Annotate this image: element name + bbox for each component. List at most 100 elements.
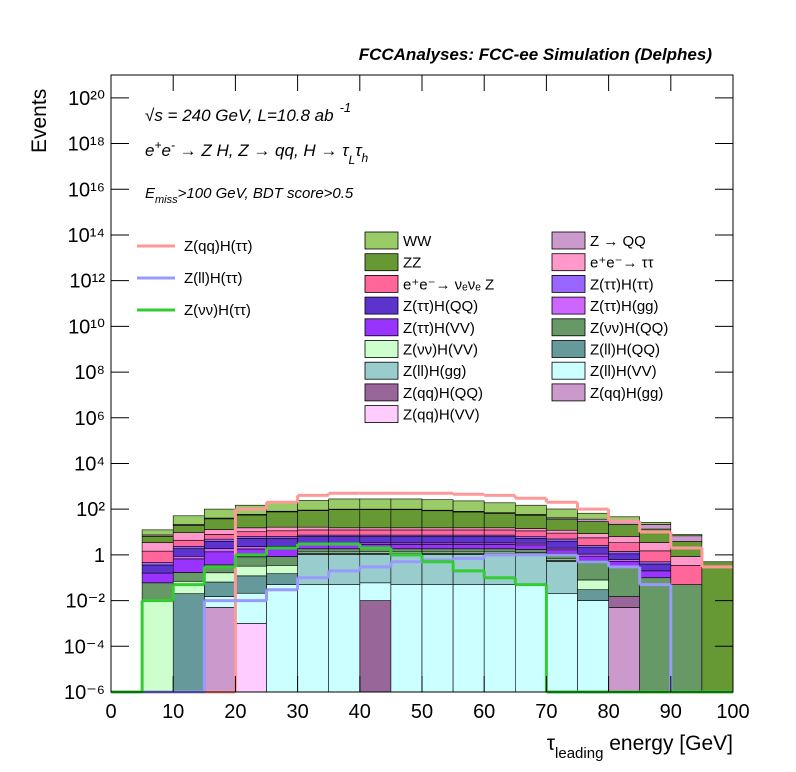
y-tick-label: 10⁴ [74, 453, 105, 475]
bar [390, 509, 423, 529]
y-tick-label: 10⁻² [66, 591, 106, 613]
y-tick-label: 10¹⁴ [68, 225, 106, 247]
bar [141, 550, 174, 563]
bar [421, 527, 454, 531]
bar [266, 556, 298, 566]
bar [328, 498, 361, 510]
bar [204, 534, 236, 540]
bar [670, 565, 703, 585]
legend-swatch [364, 296, 399, 315]
bar [328, 584, 361, 693]
annotation-part: → Z H, Z → qq, H → τ [175, 141, 350, 160]
bar [266, 511, 298, 528]
bar [421, 510, 454, 529]
bar [235, 556, 267, 567]
bar [172, 593, 205, 693]
bar [204, 538, 236, 542]
bar [639, 570, 672, 579]
x-label-part: energy [GeV] [603, 732, 733, 755]
annotation-part: miss [155, 194, 178, 206]
bar [235, 565, 267, 577]
bar [328, 529, 361, 536]
bar [204, 548, 236, 553]
y-tick-label: 10⁶ [75, 408, 105, 430]
bar [266, 584, 298, 693]
bar [577, 537, 609, 546]
bar [701, 561, 734, 693]
legend-label: Z(qq)H(ττ) [184, 238, 253, 255]
bar [546, 561, 578, 595]
bar [514, 544, 547, 550]
bar [639, 563, 672, 572]
annotation: √s = 240 GeV, L=10.8 ab -1 [145, 100, 351, 125]
legend-swatch [364, 361, 399, 380]
y-tick-label: 10¹⁸ [68, 134, 105, 156]
y-tick-label: 10⁻⁶ [64, 682, 105, 704]
bar [266, 537, 298, 547]
x-axis-label: τleading energy [GeV] [547, 732, 733, 762]
bar [235, 546, 267, 550]
bar [359, 536, 392, 544]
bar [577, 518, 609, 522]
bar [546, 532, 578, 540]
bar [670, 556, 703, 566]
bar [297, 529, 330, 536]
legend-label: e⁺e⁻→ ττ [590, 255, 654, 272]
bar [172, 532, 205, 541]
bar [266, 530, 298, 537]
legend-label: Z(qq)H(VV) [403, 407, 480, 424]
x-tick-label: 60 [473, 701, 495, 723]
bar [670, 535, 703, 542]
bar [141, 529, 174, 536]
bar [421, 584, 454, 693]
bar [266, 573, 298, 585]
legend-swatch [551, 231, 586, 250]
bar [608, 524, 640, 537]
bar [421, 529, 454, 536]
bar [514, 530, 547, 538]
bar [235, 537, 267, 547]
bar [297, 500, 330, 511]
y-tick-label: 10¹⁶ [68, 179, 105, 201]
legend-swatch [551, 361, 586, 380]
y-tick-label: 10²⁰ [68, 88, 105, 110]
y-tick-label: 10² [76, 499, 105, 521]
annotation-part: E [145, 185, 156, 202]
bar [639, 524, 672, 530]
bar [577, 547, 609, 555]
annotation: Emiss>100 GeV, BDT score>0.5 [145, 185, 354, 206]
x-tick-label: 100 [716, 701, 749, 723]
annotation-part: e [161, 141, 170, 160]
legend-label: Z(ll)H(QQ) [590, 342, 660, 359]
bar [577, 579, 609, 590]
bar [359, 498, 392, 510]
bar [204, 581, 236, 597]
legend-swatch [364, 318, 399, 337]
bar [452, 511, 485, 529]
bar [297, 584, 330, 693]
bar [670, 534, 703, 537]
legend-swatch [364, 231, 399, 250]
legend-label: Z → QQ [590, 233, 646, 250]
legend-swatch [364, 383, 399, 402]
legend-swatch [364, 253, 399, 272]
annotation: e+e- → Z H, Z → qq, H → τLτh [145, 138, 369, 167]
bar [204, 541, 236, 550]
x-label-part: τ [547, 732, 556, 755]
x-tick-label: 40 [349, 701, 371, 723]
bar [483, 536, 516, 544]
bar [608, 553, 640, 561]
bar [172, 515, 205, 525]
bar [452, 529, 485, 536]
bar [577, 545, 609, 548]
bar [608, 566, 640, 597]
bar [204, 518, 236, 530]
bar [514, 538, 547, 544]
bar [608, 536, 640, 543]
bar [639, 577, 672, 693]
bar [266, 548, 298, 557]
legend-swatch [551, 340, 586, 358]
bar [546, 540, 578, 549]
bar [141, 582, 174, 601]
legend-label: Z(ττ)H(VV) [403, 320, 475, 337]
